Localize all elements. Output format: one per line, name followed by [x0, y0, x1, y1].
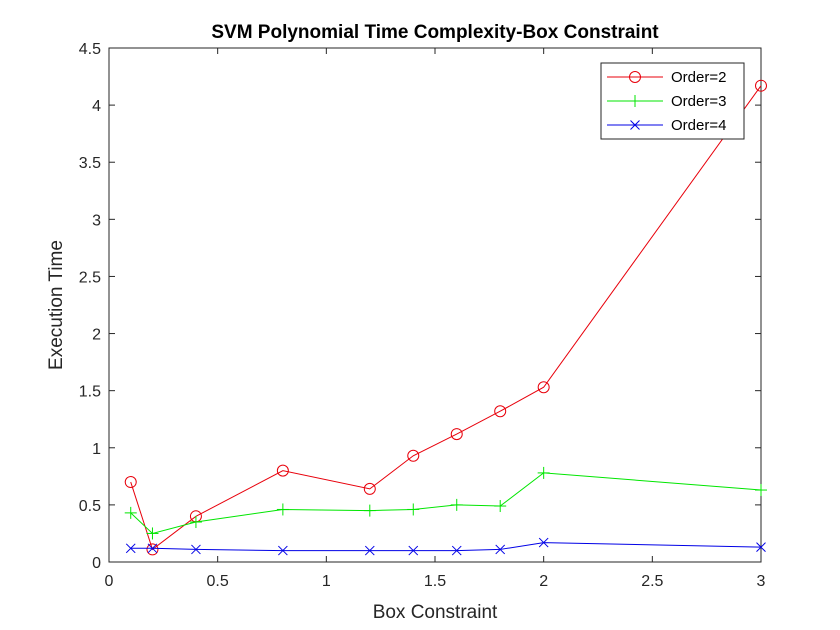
- y-tick-label: 4.5: [79, 41, 101, 58]
- data-point-Order=2: [494, 405, 507, 418]
- y-axis-label: Execution Time: [46, 240, 67, 370]
- x-axis-label: Box Constraint: [373, 602, 498, 623]
- data-point-Order=2: [124, 476, 137, 489]
- data-point-Order=3: [537, 466, 550, 479]
- y-tick-label: 3: [92, 212, 101, 229]
- data-point-Order=3: [363, 504, 376, 517]
- legend-item: Order=3: [607, 93, 726, 110]
- data-point-Order=3: [189, 516, 202, 529]
- data-point-Order=4-b: [278, 545, 288, 556]
- legend-marker: [630, 120, 640, 130]
- data-point-Order=2: [537, 381, 550, 394]
- y-tick-label: 0: [92, 555, 101, 572]
- data-point-Order=4-b: [451, 545, 462, 556]
- data-point-Order=2: [407, 449, 420, 462]
- series-line-Order=2: [130, 85, 762, 551]
- plot-area: 0 0.5 1 1.5 2 2.5 3 0 0.5 1 1.5 2 2.5 3 3.5 4 4.5 Order=2…: [79, 41, 767, 590]
- data-point-Order=4: [495, 544, 506, 555]
- data-point-Order=4-b: [125, 543, 136, 554]
- data-point-Order=4: [125, 543, 136, 554]
- data-point-Order=3: [494, 500, 507, 513]
- data-point-Order=4: [408, 545, 419, 556]
- y-tick-label: 0.5: [79, 498, 101, 515]
- y-tick-label: 1.5: [79, 384, 101, 401]
- data-point-Order=3: [450, 498, 463, 511]
- data-point-Order=4-b: [147, 543, 158, 554]
- x-tick-label: 3: [757, 573, 766, 590]
- chart-title: SVM Polynomial Time Complexity-Box Const…: [211, 22, 659, 43]
- legend-label: Order=4: [671, 117, 726, 134]
- legend-label: Order=2: [671, 69, 726, 86]
- y-tick-label: 1: [92, 441, 101, 458]
- data-point-Order=4: [191, 544, 201, 555]
- data-point-Order=4-b: [408, 545, 419, 556]
- data-point-Order=3: [146, 527, 159, 540]
- data-point-Order=4: [364, 545, 375, 556]
- data-point-Order=2: [146, 543, 159, 556]
- data-point-Order=3: [124, 506, 137, 519]
- legend-label: Order=3: [671, 93, 726, 110]
- data-point-Order=2: [450, 428, 463, 441]
- data-point-Order=4: [538, 537, 549, 548]
- data-point-Order=4-b: [364, 545, 375, 556]
- y-tick-label: 4: [92, 98, 101, 115]
- data-point-Order=4: [756, 542, 766, 553]
- y-tick-label: 2.5: [79, 269, 101, 286]
- legend-item: Order=4: [607, 117, 726, 134]
- x-tick-label: 2.5: [641, 573, 663, 590]
- data-point-Order=2: [755, 79, 767, 92]
- data-point-Order=2: [276, 464, 289, 477]
- y-tick-label: 3.5: [79, 155, 101, 172]
- data-point-Order=4: [278, 545, 288, 556]
- data-point-Order=3: [407, 503, 420, 516]
- data-point-Order=4-b: [191, 544, 201, 555]
- series-line-Order=4: [130, 542, 762, 552]
- x-tick-label: 0.5: [207, 573, 229, 590]
- data-point-Order=4: [451, 545, 462, 556]
- x-tick-label: 2: [539, 573, 548, 590]
- legend: Order=2 Order=3 Order=4: [600, 62, 745, 140]
- series-line-Order=3: [130, 472, 762, 534]
- legend-marker: [629, 71, 641, 83]
- data-point-Order=2: [363, 482, 376, 495]
- data-point-Order=4: [147, 543, 158, 554]
- x-tick-label: 0: [105, 573, 114, 590]
- data-point-Order=3: [755, 484, 767, 497]
- data-point-Order=3: [276, 503, 289, 516]
- legend-item: Order=2: [607, 69, 726, 86]
- data-point-Order=4-b: [756, 542, 766, 553]
- x-tick-label: 1: [322, 573, 331, 590]
- x-tick-label: 1.5: [424, 573, 446, 590]
- data-point-Order=4-b: [538, 537, 549, 548]
- y-tick-label: 2: [92, 327, 101, 344]
- data-point-Order=4-b: [495, 544, 506, 555]
